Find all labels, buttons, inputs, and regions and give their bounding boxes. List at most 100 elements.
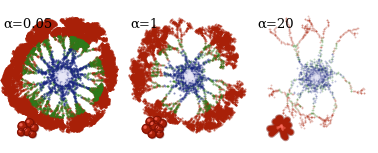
Point: [99, 90, 105, 92]
Point: [26, 64, 32, 66]
Point: [74, 25, 81, 28]
Point: [85, 122, 91, 124]
Point: [187, 128, 194, 130]
Point: [42, 105, 48, 107]
Point: [72, 124, 78, 127]
Point: [86, 30, 92, 33]
Point: [39, 101, 45, 104]
Point: [104, 84, 110, 87]
Point: [153, 115, 160, 118]
Point: [97, 97, 103, 100]
Point: [184, 77, 191, 80]
Point: [16, 85, 22, 88]
Point: [28, 104, 34, 106]
Point: [84, 44, 90, 46]
Point: [4, 90, 10, 92]
Point: [55, 32, 61, 34]
Point: [133, 94, 139, 96]
Point: [203, 114, 209, 117]
Point: [43, 40, 49, 43]
Point: [80, 39, 86, 41]
Point: [132, 75, 138, 78]
Point: [106, 63, 112, 65]
Point: [153, 37, 159, 39]
Point: [106, 58, 112, 60]
Point: [311, 71, 318, 74]
Point: [104, 65, 110, 68]
Point: [20, 106, 26, 108]
Point: [42, 119, 48, 121]
Point: [79, 121, 85, 124]
Point: [78, 119, 84, 122]
Point: [22, 105, 28, 107]
Point: [208, 42, 214, 45]
Point: [21, 49, 27, 51]
Point: [49, 24, 55, 26]
Point: [155, 112, 161, 114]
Point: [44, 28, 50, 30]
Point: [29, 49, 36, 52]
Point: [162, 45, 168, 47]
Point: [3, 74, 9, 76]
Point: [105, 56, 112, 59]
Point: [37, 33, 43, 35]
Point: [171, 22, 177, 24]
Point: [83, 28, 89, 30]
Point: [32, 41, 38, 44]
Point: [15, 53, 22, 55]
Point: [223, 39, 229, 41]
Point: [68, 35, 74, 38]
Point: [77, 120, 84, 123]
Point: [153, 45, 160, 47]
Point: [85, 25, 91, 28]
Point: [226, 47, 232, 49]
Point: [31, 109, 37, 112]
Point: [132, 68, 138, 70]
Point: [95, 93, 101, 95]
Point: [147, 108, 153, 111]
Point: [224, 49, 230, 52]
Point: [40, 32, 46, 35]
Point: [86, 88, 92, 90]
Point: [42, 120, 48, 123]
Point: [150, 108, 156, 111]
Point: [312, 93, 318, 95]
Point: [37, 121, 43, 124]
Point: [199, 28, 205, 31]
Point: [216, 114, 222, 117]
Point: [23, 46, 29, 49]
Point: [34, 88, 40, 90]
Point: [94, 95, 100, 97]
Point: [76, 118, 82, 120]
Point: [324, 62, 330, 65]
Point: [64, 28, 70, 30]
Point: [54, 29, 60, 32]
Point: [79, 41, 85, 43]
Point: [217, 32, 223, 35]
Point: [68, 129, 74, 131]
Point: [355, 27, 361, 29]
Point: [46, 25, 53, 28]
Point: [143, 61, 149, 64]
Point: [181, 54, 187, 57]
Point: [78, 35, 84, 37]
Point: [84, 43, 90, 45]
Point: [77, 37, 83, 39]
Point: [56, 33, 62, 35]
Point: [36, 28, 42, 31]
Point: [72, 26, 78, 28]
Point: [199, 71, 205, 73]
Point: [94, 33, 101, 36]
Point: [45, 117, 51, 119]
Point: [75, 118, 81, 121]
Point: [36, 38, 42, 41]
Point: [67, 20, 73, 23]
Point: [151, 47, 157, 49]
Point: [43, 124, 49, 127]
Point: [59, 75, 65, 77]
Point: [85, 27, 91, 29]
Point: [196, 29, 202, 31]
Point: [16, 103, 22, 105]
Point: [236, 91, 242, 93]
Point: [30, 39, 36, 41]
